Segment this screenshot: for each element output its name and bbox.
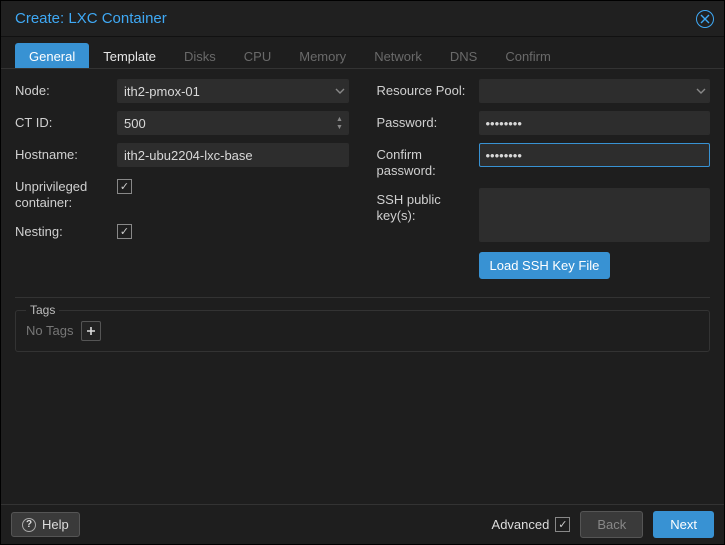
- hostname-input[interactable]: ith2-ubu2204-lxc-base: [117, 143, 349, 167]
- tab-network: Network: [360, 43, 436, 68]
- tab-strip: General Template Disks CPU Memory Networ…: [1, 37, 724, 69]
- left-column: Node: ith2-pmox-01 CT ID: 500 ▲▼: [15, 79, 349, 287]
- password-input[interactable]: ••••••••: [479, 111, 711, 135]
- password-label: Password:: [377, 111, 479, 131]
- tags-legend: Tags: [26, 303, 59, 317]
- tags-fieldset: Tags No Tags: [15, 310, 710, 352]
- help-label: Help: [42, 517, 69, 532]
- tab-cpu: CPU: [230, 43, 285, 68]
- dialog: Create: LXC Container General Template D…: [0, 0, 725, 545]
- sshkeys-textarea[interactable]: [479, 188, 711, 242]
- advanced-label: Advanced: [492, 517, 550, 532]
- advanced-checkbox[interactable]: ✓: [555, 517, 570, 532]
- tab-template[interactable]: Template: [89, 43, 170, 68]
- pool-label: Resource Pool:: [377, 79, 479, 99]
- confirm-password-input[interactable]: ••••••••: [479, 143, 711, 167]
- advanced-toggle[interactable]: Advanced ✓: [492, 517, 571, 532]
- load-ssh-key-button[interactable]: Load SSH Key File: [479, 252, 611, 279]
- titlebar: Create: LXC Container: [1, 1, 724, 37]
- unprivileged-label: Unprivileged container:: [15, 175, 117, 212]
- ctid-input[interactable]: 500: [117, 111, 349, 135]
- close-icon[interactable]: [696, 10, 714, 28]
- pool-select[interactable]: [479, 79, 711, 103]
- footer: ? Help Advanced ✓ Back Next: [1, 504, 724, 544]
- confirm-password-label: Confirm password:: [377, 143, 479, 180]
- tab-general[interactable]: General: [15, 43, 89, 68]
- tab-dns: DNS: [436, 43, 491, 68]
- sshkeys-label: SSH public key(s):: [377, 188, 479, 225]
- node-label: Node:: [15, 79, 117, 99]
- divider: [15, 297, 710, 298]
- node-select[interactable]: ith2-pmox-01: [117, 79, 349, 103]
- dialog-title: Create: LXC Container: [15, 10, 167, 27]
- tab-confirm: Confirm: [491, 43, 565, 68]
- ctid-label: CT ID:: [15, 111, 117, 131]
- next-button[interactable]: Next: [653, 511, 714, 538]
- add-tag-button[interactable]: [81, 321, 101, 341]
- right-column: Resource Pool: Password: ••••••••: [377, 79, 711, 287]
- back-button: Back: [580, 511, 643, 538]
- help-icon: ?: [22, 518, 36, 532]
- tab-disks: Disks: [170, 43, 230, 68]
- nesting-checkbox[interactable]: ✓: [117, 224, 132, 239]
- nesting-label: Nesting:: [15, 220, 117, 240]
- unprivileged-checkbox[interactable]: ✓: [117, 179, 132, 194]
- help-button[interactable]: ? Help: [11, 512, 80, 537]
- no-tags-label: No Tags: [26, 323, 73, 338]
- tab-memory: Memory: [285, 43, 360, 68]
- hostname-label: Hostname:: [15, 143, 117, 163]
- form-body: Node: ith2-pmox-01 CT ID: 500 ▲▼: [1, 69, 724, 504]
